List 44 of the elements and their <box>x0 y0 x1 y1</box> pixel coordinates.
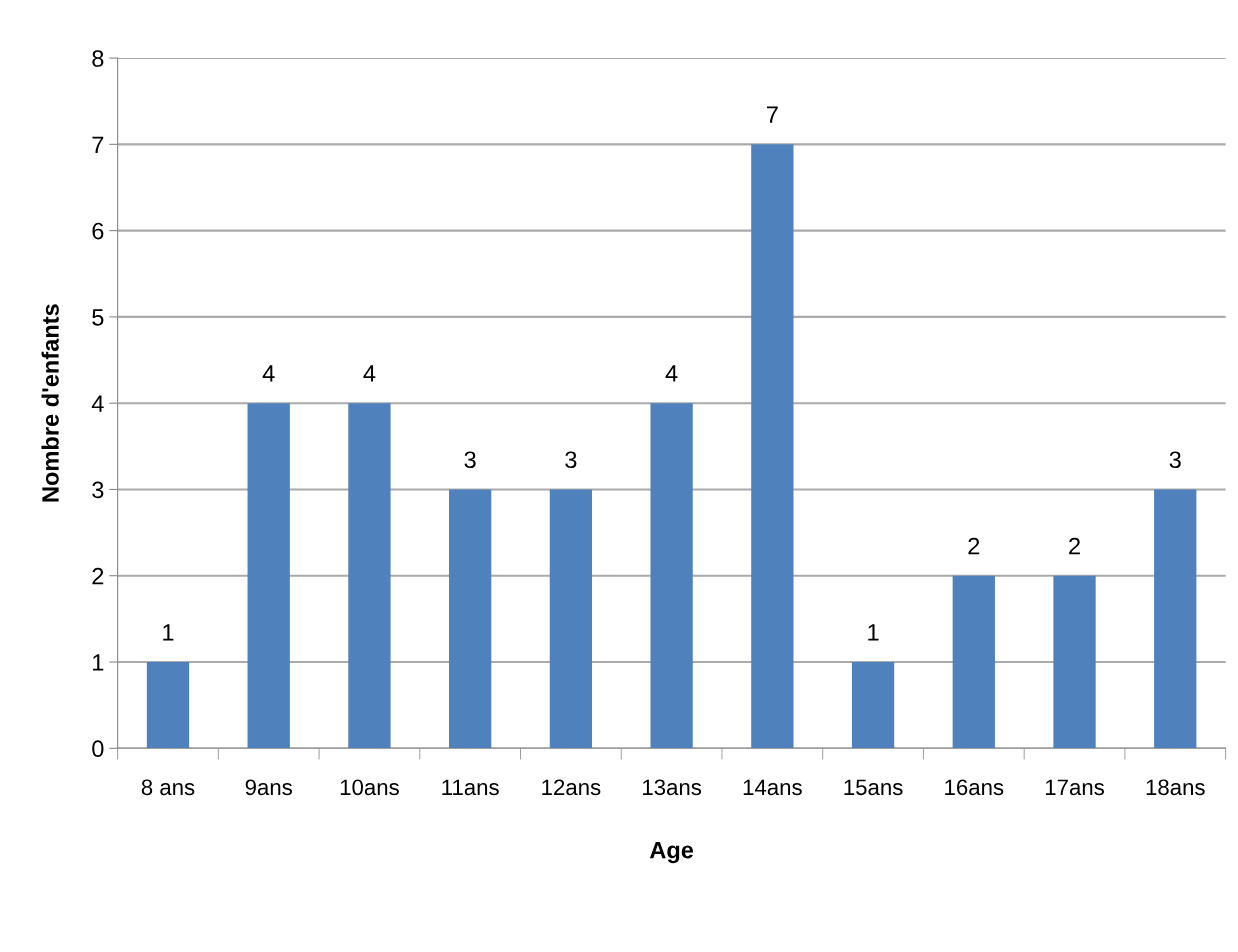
data-label: 4 <box>665 365 678 382</box>
bar <box>348 403 391 749</box>
x-tick-label: 17ans <box>1045 779 1104 796</box>
y-tick-label: 0 <box>92 740 104 758</box>
data-label: 4 <box>363 365 376 382</box>
data-label: 7 <box>766 106 778 123</box>
bar <box>1154 489 1197 749</box>
x-tick-label: 18ans <box>1146 779 1205 796</box>
x-tick-label: 13ans <box>643 779 702 796</box>
bar <box>549 489 593 749</box>
y-tick-label: 5 <box>92 309 104 326</box>
data-label: 2 <box>968 537 980 555</box>
data-label: 1 <box>163 624 174 641</box>
bar <box>146 662 190 749</box>
y-tick-label: 3 <box>92 481 104 499</box>
data-label: 3 <box>1169 451 1181 469</box>
x-tick-label: 8 ans <box>141 779 195 796</box>
y-axis-title: Nombre d'enfants <box>41 304 59 502</box>
x-tick-label: 15ans <box>844 779 903 796</box>
x-tick-label: 12ans <box>542 779 601 796</box>
bar <box>952 575 995 749</box>
data-label: 4 <box>262 365 275 382</box>
bar <box>751 144 794 749</box>
bar <box>650 403 693 749</box>
x-tick-label: 10ans <box>340 779 399 796</box>
x-tick-label: 11ans <box>442 779 499 796</box>
data-label: 2 <box>1069 537 1080 555</box>
y-tick-label: 8 <box>92 50 104 67</box>
y-tick-label: 1 <box>93 654 104 671</box>
bar <box>851 662 895 749</box>
y-tick-label: 4 <box>91 395 104 412</box>
data-label: 1 <box>868 624 879 641</box>
y-tick-label: 2 <box>92 567 104 585</box>
bar <box>449 489 492 749</box>
bar <box>247 403 290 749</box>
y-tick-label: 7 <box>92 136 104 153</box>
x-axis-title: Age <box>649 841 694 864</box>
x-tick-label: 14ans <box>743 779 802 796</box>
y-tick-label: 6 <box>92 222 104 240</box>
data-label: 3 <box>565 451 577 469</box>
bar <box>1053 575 1096 749</box>
data-label: 3 <box>464 451 476 469</box>
x-tick-label: 16ans <box>945 779 1004 796</box>
x-tick-label: 9ans <box>245 779 292 796</box>
